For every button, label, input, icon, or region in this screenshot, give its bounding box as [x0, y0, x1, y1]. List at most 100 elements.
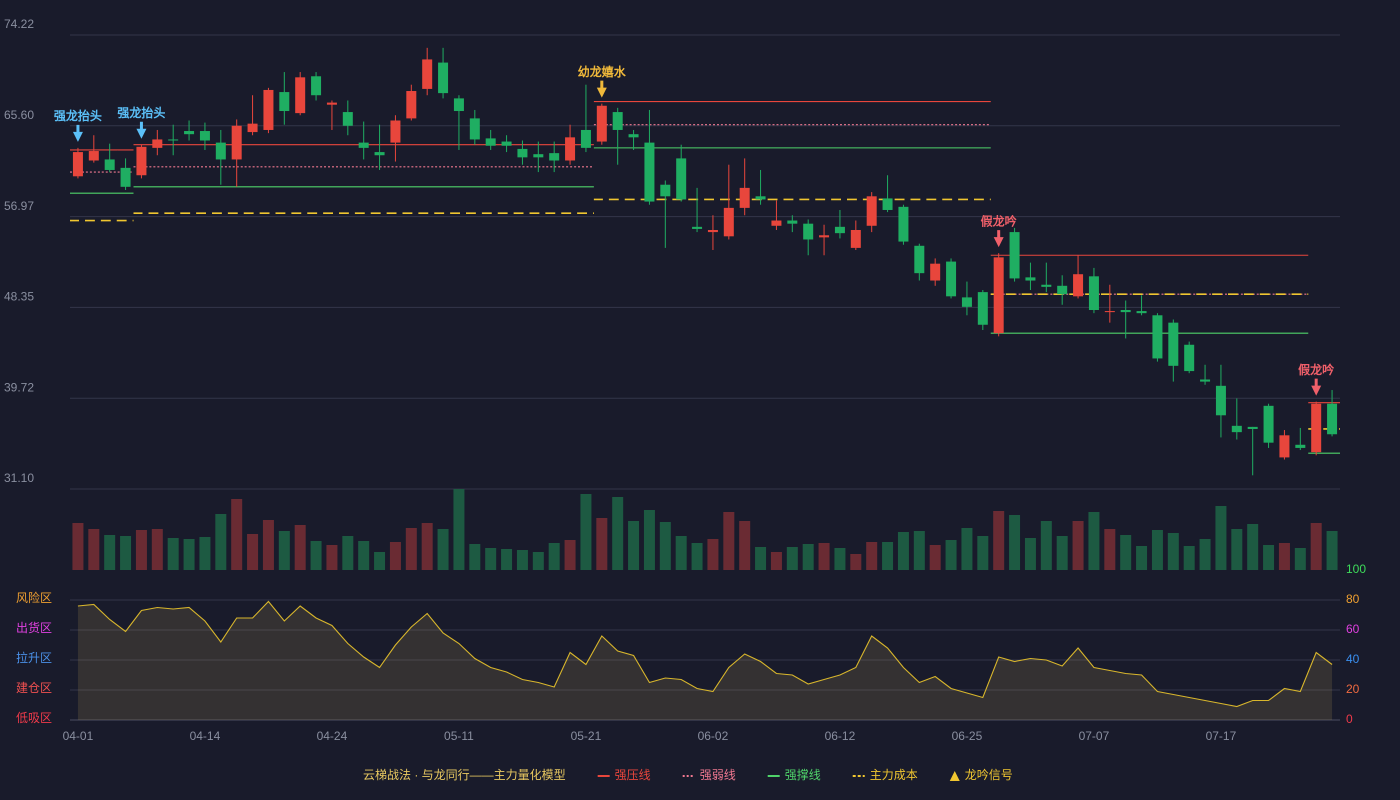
candle-body	[152, 139, 163, 148]
volume-bar	[977, 536, 989, 570]
volume-bar	[501, 549, 513, 570]
volume-bar	[897, 532, 909, 570]
volume-bar	[374, 552, 386, 570]
signal-label: 幼龙嬉水	[578, 64, 627, 79]
candle-body	[755, 196, 766, 200]
volume-bar	[1072, 521, 1084, 570]
candle-body	[961, 297, 972, 307]
candle-body	[342, 112, 353, 126]
volume-bar	[183, 539, 195, 570]
volume-bar	[548, 543, 560, 570]
volume-bar	[580, 494, 592, 570]
candle-body	[311, 76, 322, 96]
legend-label: 强压线	[615, 768, 651, 782]
candle-body	[1025, 277, 1036, 281]
candle-body	[1009, 232, 1020, 279]
volume-bar	[564, 540, 576, 570]
volume-bar	[421, 523, 433, 570]
candle-body	[1215, 385, 1226, 416]
volume-bar	[1040, 521, 1052, 570]
y-tick-label: 40	[1346, 652, 1360, 666]
candle-body	[739, 187, 750, 208]
candle-body	[596, 105, 607, 142]
candle-body	[295, 77, 306, 114]
volume-bar	[389, 542, 401, 570]
signal-arrow	[596, 80, 607, 98]
volume-bar	[1136, 546, 1148, 570]
x-tick-label: 04-14	[190, 729, 221, 743]
volume-bar	[929, 545, 941, 570]
x-tick-label: 07-17	[1206, 729, 1237, 743]
volume-bar	[1009, 515, 1021, 570]
volume-bar	[326, 545, 338, 570]
volume-bar	[993, 511, 1005, 570]
candle-body	[946, 261, 957, 297]
volume-bar	[262, 520, 274, 570]
y-tick-label: 60	[1346, 622, 1360, 636]
candle-body	[723, 207, 734, 237]
volume-bar	[231, 499, 243, 570]
signal-arrow	[72, 124, 83, 142]
candle-body	[866, 196, 877, 226]
candle-body	[771, 220, 782, 226]
volume-bar	[612, 497, 624, 570]
candle-body	[549, 153, 560, 161]
candle-body	[660, 184, 671, 197]
volume-bar	[88, 529, 100, 570]
volume-bar	[151, 529, 163, 570]
candle-body	[1200, 379, 1211, 382]
zone-label: 出货区	[16, 620, 52, 635]
volume-bar	[723, 512, 735, 570]
legend-label: 龙吟信号	[965, 767, 1013, 782]
volume-bar	[707, 539, 719, 570]
candle-body	[199, 131, 210, 141]
volume-bar	[675, 536, 687, 570]
legend-caption: 云梯战法 · 与龙同行——主力量化模型	[363, 768, 566, 782]
volume-bar	[1120, 535, 1132, 570]
volume-bar	[516, 550, 528, 570]
volume-bar	[1310, 523, 1322, 570]
volume-bar	[866, 542, 878, 570]
candle-body	[326, 102, 337, 105]
candle-body	[104, 159, 115, 170]
volume-bar	[199, 537, 211, 570]
volume-bar	[247, 534, 259, 570]
volume-bar	[1183, 546, 1195, 570]
candle-body	[1120, 310, 1131, 313]
volume-bar	[405, 528, 417, 570]
volume-bar	[1294, 548, 1306, 570]
volume-bar	[278, 531, 290, 570]
candle-body	[787, 220, 798, 224]
candle-body	[1279, 435, 1290, 458]
candle-body	[453, 98, 464, 112]
volume-bar	[104, 535, 116, 570]
volume-bar	[1167, 533, 1179, 570]
signal-arrow	[136, 121, 147, 139]
candle-body	[612, 112, 623, 130]
volume-bar	[342, 536, 354, 570]
candle-body	[1104, 311, 1115, 313]
candle-body	[438, 62, 449, 94]
candle-body	[707, 229, 718, 233]
candle-body	[184, 131, 195, 135]
volume-bar	[1326, 531, 1338, 570]
y-tick-label: 48.35	[4, 290, 34, 304]
candle-body	[1327, 403, 1338, 435]
volume-bar	[659, 522, 671, 570]
candle-body	[1184, 344, 1195, 372]
candle-body	[358, 142, 369, 148]
candle-body	[263, 89, 274, 130]
volume-bar	[913, 531, 925, 570]
y-tick-label: 39.72	[4, 380, 34, 394]
candle-body	[422, 59, 433, 89]
y-tick-label: 0	[1346, 712, 1353, 726]
volume-bar	[691, 543, 703, 570]
volume-bar	[818, 543, 830, 570]
y-tick-label: 20	[1346, 682, 1360, 696]
candle-body	[1311, 403, 1322, 453]
candle-body	[1247, 426, 1258, 429]
candle-body	[231, 125, 242, 160]
y-tick-label: 56.97	[4, 199, 34, 213]
volume-bar	[1024, 538, 1036, 570]
volume-bar	[1151, 530, 1163, 570]
